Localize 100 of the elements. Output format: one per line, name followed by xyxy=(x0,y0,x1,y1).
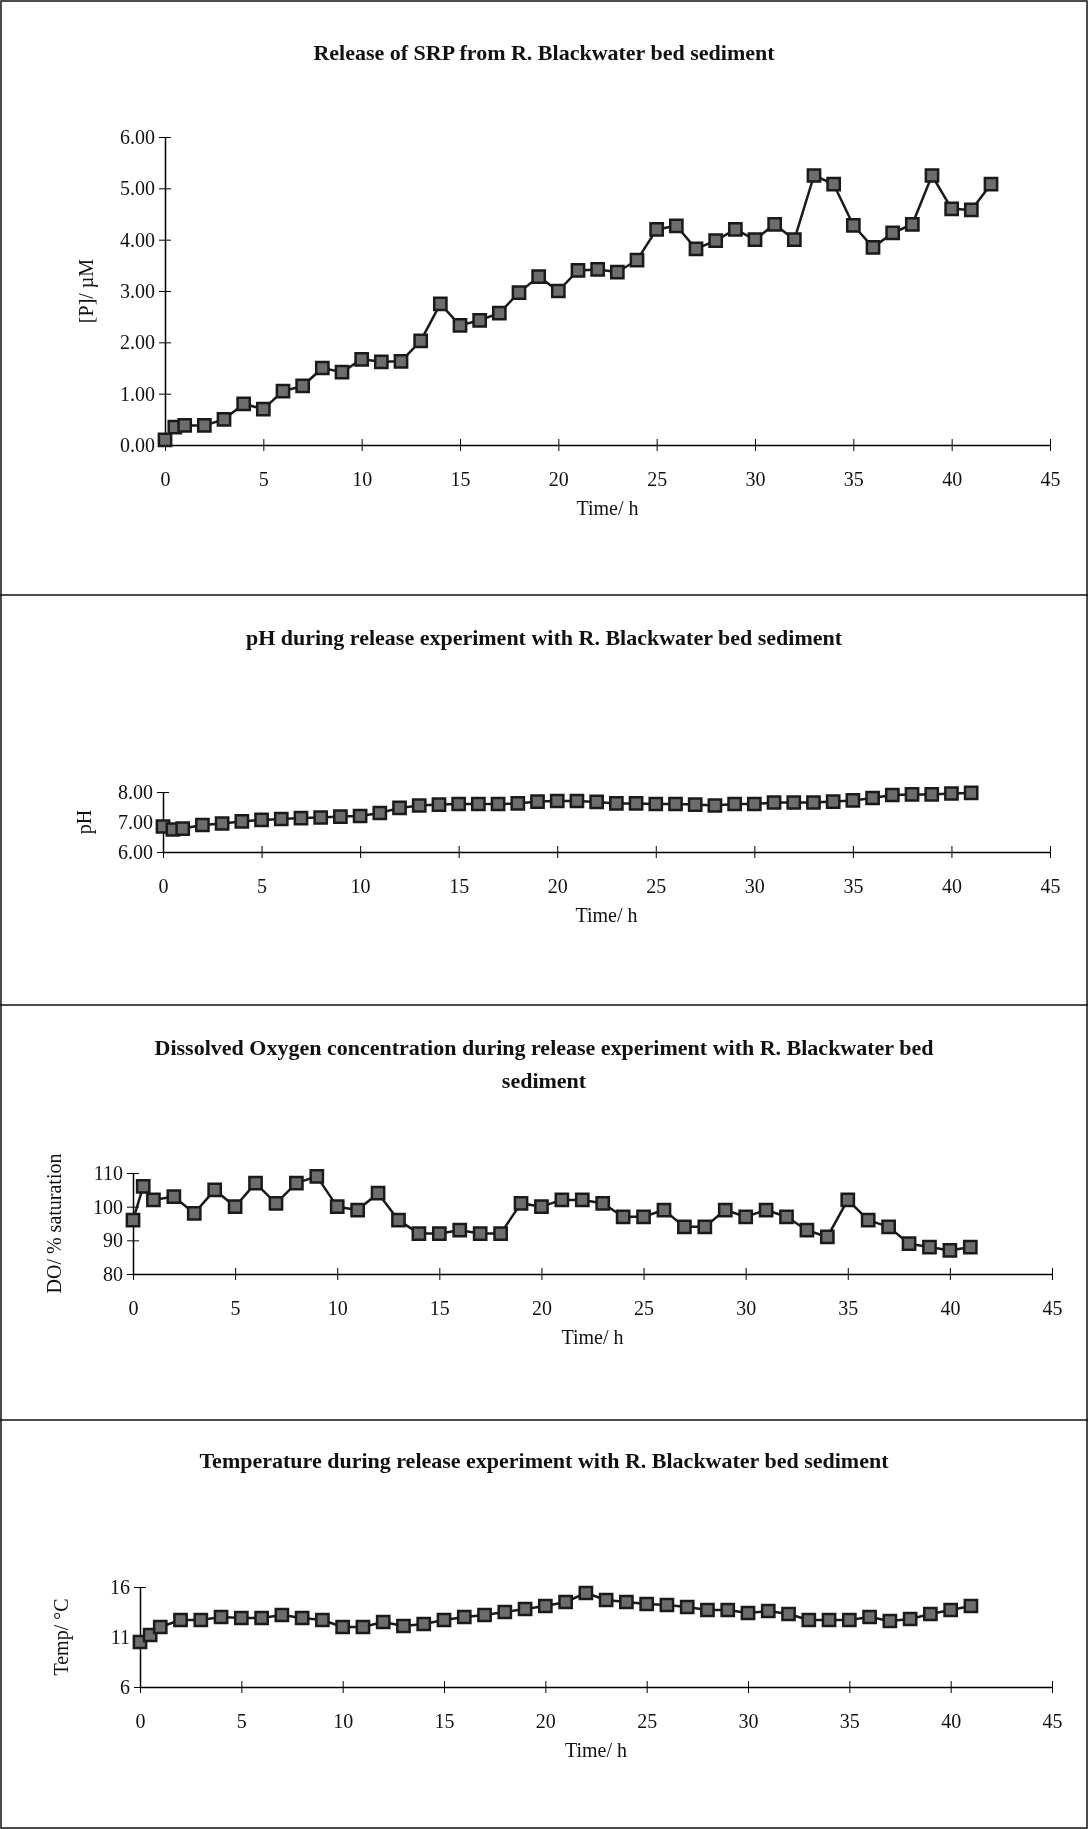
y-tick-label: 0.00 xyxy=(120,433,155,456)
point xyxy=(513,1195,529,1211)
point xyxy=(923,1606,938,1622)
point xyxy=(431,797,447,812)
point xyxy=(490,796,506,812)
point xyxy=(963,785,979,801)
point xyxy=(452,1222,468,1238)
point xyxy=(924,168,940,183)
x-tick-label: 10 xyxy=(327,1297,348,1319)
point xyxy=(826,176,842,192)
point xyxy=(213,1609,229,1625)
point xyxy=(799,1222,815,1238)
point xyxy=(781,1606,796,1622)
x-tick-label: 15 xyxy=(429,1297,450,1319)
point xyxy=(254,812,269,828)
point xyxy=(173,1612,188,1628)
x-tick-label: 35 xyxy=(838,1297,859,1319)
point xyxy=(677,1219,692,1235)
point xyxy=(717,1202,733,1218)
point xyxy=(901,1236,917,1252)
point xyxy=(354,351,370,367)
point xyxy=(413,333,429,349)
point xyxy=(590,262,606,277)
point xyxy=(649,222,665,237)
point xyxy=(628,796,644,811)
x-tick-label: 25 xyxy=(637,1710,658,1732)
point xyxy=(275,383,291,399)
y-tick-label: 4.00 xyxy=(120,228,155,251)
point xyxy=(738,1209,754,1225)
point xyxy=(786,232,802,248)
y-tick-label: 2.00 xyxy=(120,331,155,354)
point xyxy=(534,1199,549,1215)
x-tick-label: 20 xyxy=(548,468,569,490)
point xyxy=(668,796,683,812)
point xyxy=(779,1209,794,1225)
point xyxy=(619,1594,634,1610)
x-tick-label: 30 xyxy=(736,1297,757,1319)
point xyxy=(578,1585,594,1601)
x-tick-label: 5 xyxy=(236,1710,247,1732)
x-tick-label: 10 xyxy=(333,1710,354,1732)
point xyxy=(862,1609,877,1625)
point xyxy=(372,805,388,821)
point xyxy=(821,1612,837,1628)
point xyxy=(845,217,861,233)
y-tick-label: 6 xyxy=(120,1675,130,1698)
x-tick-label: 35 xyxy=(839,1710,860,1732)
point xyxy=(570,263,586,278)
x-tick-label: 5 xyxy=(230,1297,241,1319)
x-tick-label: 40 xyxy=(942,468,963,490)
point xyxy=(885,225,901,241)
point xyxy=(233,1610,249,1626)
point xyxy=(569,793,585,809)
x-tick-label: 25 xyxy=(647,468,668,490)
point xyxy=(477,1607,492,1623)
point xyxy=(511,285,527,300)
x-tick-label: 45 xyxy=(1040,875,1061,897)
chart-title: Release of SRP from R. Blackwater bed sediment xyxy=(313,40,776,65)
x-tick-label: 40 xyxy=(941,875,962,897)
point xyxy=(707,798,723,813)
x-axis-title: Time/ h xyxy=(561,1326,624,1348)
point xyxy=(146,1192,161,1208)
point xyxy=(819,1229,835,1245)
point xyxy=(186,1206,202,1221)
x-tick-label: 0 xyxy=(135,1710,146,1732)
x-axis-title: Time/ h xyxy=(575,904,638,926)
point xyxy=(236,396,252,412)
point xyxy=(373,354,389,370)
x-tick-label: 10 xyxy=(352,468,373,490)
point xyxy=(268,1195,284,1211)
y-tick-label: 8.00 xyxy=(118,780,153,803)
point xyxy=(962,1239,978,1255)
x-tick-label: 5 xyxy=(258,468,269,490)
x-tick-label: 25 xyxy=(646,875,667,897)
point xyxy=(295,378,311,394)
x-axis-title: Time/ h xyxy=(576,497,639,519)
x-tick-label: 40 xyxy=(940,1297,961,1319)
y-tick-label: 1.00 xyxy=(120,382,155,405)
point xyxy=(595,1195,611,1211)
point xyxy=(391,1212,406,1228)
point xyxy=(177,418,193,433)
point xyxy=(786,795,802,810)
y-tick-label: 3.00 xyxy=(120,279,155,302)
y-tick-label: 11 xyxy=(110,1625,130,1648)
point xyxy=(452,318,468,333)
y-axis-title: [P]/ µM xyxy=(75,258,98,324)
point xyxy=(355,1619,371,1635)
point xyxy=(659,1597,675,1613)
point xyxy=(493,1226,508,1241)
point xyxy=(882,1613,898,1629)
point xyxy=(944,786,959,801)
x-tick-label: 20 xyxy=(547,875,568,897)
point xyxy=(416,1616,432,1632)
point xyxy=(289,1175,304,1191)
point xyxy=(629,252,645,268)
point xyxy=(196,418,212,433)
point xyxy=(472,312,488,328)
point xyxy=(216,411,232,427)
point xyxy=(608,796,624,811)
point xyxy=(924,787,940,802)
point xyxy=(845,793,861,808)
